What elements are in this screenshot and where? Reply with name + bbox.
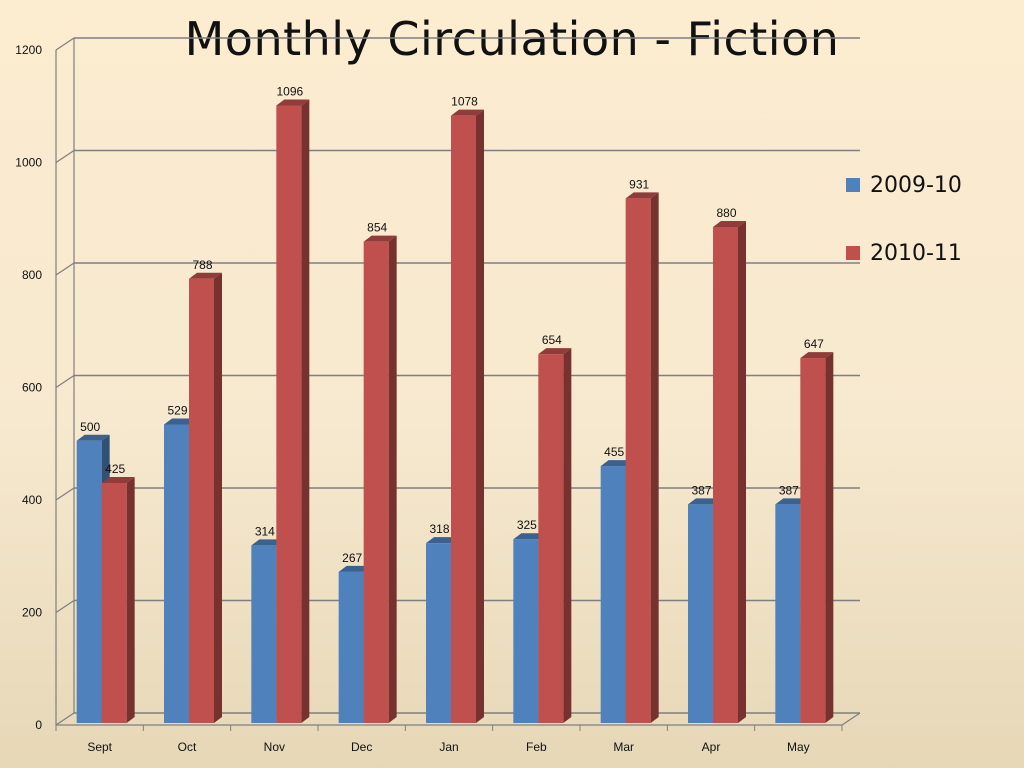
x-tick-label: Dec bbox=[351, 740, 372, 754]
y-tick-label: 0 bbox=[35, 718, 42, 732]
x-tick-label: Oct bbox=[178, 740, 197, 754]
bar bbox=[513, 539, 539, 723]
bar bbox=[538, 354, 564, 723]
bar bbox=[625, 198, 651, 723]
bar bbox=[101, 482, 127, 723]
data-label: 314 bbox=[255, 524, 275, 538]
data-label: 880 bbox=[716, 206, 736, 220]
x-tick-label: Mar bbox=[613, 740, 634, 754]
data-label: 425 bbox=[105, 462, 125, 476]
legend-swatch-2010-11 bbox=[846, 246, 860, 260]
bar-side bbox=[126, 476, 135, 723]
bar bbox=[76, 440, 102, 723]
bar-side bbox=[214, 272, 222, 723]
data-label: 267 bbox=[342, 551, 362, 565]
bar bbox=[800, 358, 826, 723]
bar-top bbox=[451, 109, 484, 116]
bar-top bbox=[775, 498, 809, 505]
data-label: 387 bbox=[691, 483, 711, 497]
bar-top bbox=[688, 498, 721, 505]
chart-title: Monthly Circulation - Fiction bbox=[184, 12, 840, 66]
gridline-side bbox=[55, 262, 75, 276]
bar-top bbox=[251, 539, 285, 546]
bar-top bbox=[101, 476, 135, 483]
data-label: 931 bbox=[629, 177, 649, 191]
bar-top bbox=[713, 221, 746, 227]
legend-label-2010-11: 2010-11 bbox=[870, 240, 962, 266]
data-label: 529 bbox=[167, 403, 187, 417]
gridline-side bbox=[55, 712, 75, 726]
bar bbox=[600, 466, 626, 723]
x-tick-label: Nov bbox=[264, 740, 285, 754]
y-tick-label: 800 bbox=[22, 268, 42, 282]
x-tick-label: Apr bbox=[702, 740, 721, 754]
bar-side bbox=[563, 348, 572, 723]
bar-top bbox=[276, 99, 310, 106]
x-tick-label: May bbox=[787, 740, 810, 754]
y-tick-label: 1200 bbox=[15, 43, 42, 57]
floor-right-edge bbox=[841, 712, 861, 726]
bar bbox=[276, 105, 302, 723]
bar bbox=[363, 241, 389, 723]
data-label: 1078 bbox=[451, 95, 478, 109]
legend-label-2009-10: 2009-10 bbox=[870, 172, 962, 198]
bar-side bbox=[476, 109, 484, 723]
y-tick-label: 1000 bbox=[15, 156, 42, 170]
data-label: 325 bbox=[517, 518, 537, 532]
legend-item-2010-11: 2010-11 bbox=[846, 236, 962, 270]
y-tick-label: 200 bbox=[22, 606, 42, 620]
bar bbox=[164, 424, 189, 723]
bar-side bbox=[301, 99, 310, 723]
bar bbox=[713, 227, 738, 723]
chart-legend: 2009-10 2010-11 bbox=[846, 168, 962, 304]
data-label: 1096 bbox=[276, 85, 303, 99]
data-label: 654 bbox=[542, 333, 562, 347]
data-label: 788 bbox=[192, 258, 212, 272]
bar-top bbox=[164, 418, 197, 425]
data-label: 854 bbox=[367, 221, 387, 235]
bar bbox=[338, 571, 364, 723]
bar-top bbox=[363, 235, 397, 242]
y-tick-label: 600 bbox=[22, 381, 42, 395]
bar-top bbox=[625, 192, 659, 199]
data-label: 647 bbox=[804, 337, 824, 351]
x-tick-label: Sept bbox=[87, 740, 112, 754]
data-label: 500 bbox=[80, 420, 100, 434]
bar-side bbox=[738, 221, 746, 723]
legend-item-2009-10: 2009-10 bbox=[846, 168, 962, 202]
bar bbox=[251, 545, 277, 723]
data-label: 455 bbox=[604, 445, 624, 459]
bar-top bbox=[338, 565, 372, 572]
bar bbox=[189, 278, 214, 723]
bar-side bbox=[388, 235, 397, 723]
bar bbox=[451, 115, 476, 723]
bar bbox=[426, 543, 451, 723]
bar bbox=[688, 504, 713, 723]
gridline-side bbox=[55, 487, 75, 501]
bar-top bbox=[538, 348, 572, 355]
x-tick-label: Jan bbox=[439, 740, 458, 754]
bar-side bbox=[825, 352, 834, 723]
bar-top bbox=[189, 272, 222, 279]
x-tick-label: Feb bbox=[526, 740, 547, 754]
bar bbox=[775, 504, 801, 723]
legend-swatch-2009-10 bbox=[846, 178, 860, 192]
bar-top bbox=[600, 460, 634, 467]
data-label: 387 bbox=[779, 483, 799, 497]
bar-top bbox=[76, 434, 110, 441]
gridline-side bbox=[55, 37, 75, 51]
gridline-side bbox=[55, 150, 75, 163]
gridline-side bbox=[55, 375, 75, 388]
y-tick-label: 400 bbox=[22, 493, 42, 507]
bar-top bbox=[513, 533, 547, 540]
gridline-side bbox=[55, 600, 75, 613]
bar-side bbox=[650, 192, 659, 723]
data-label: 318 bbox=[429, 522, 449, 536]
bar-top bbox=[426, 537, 459, 544]
bar-top bbox=[800, 352, 834, 359]
